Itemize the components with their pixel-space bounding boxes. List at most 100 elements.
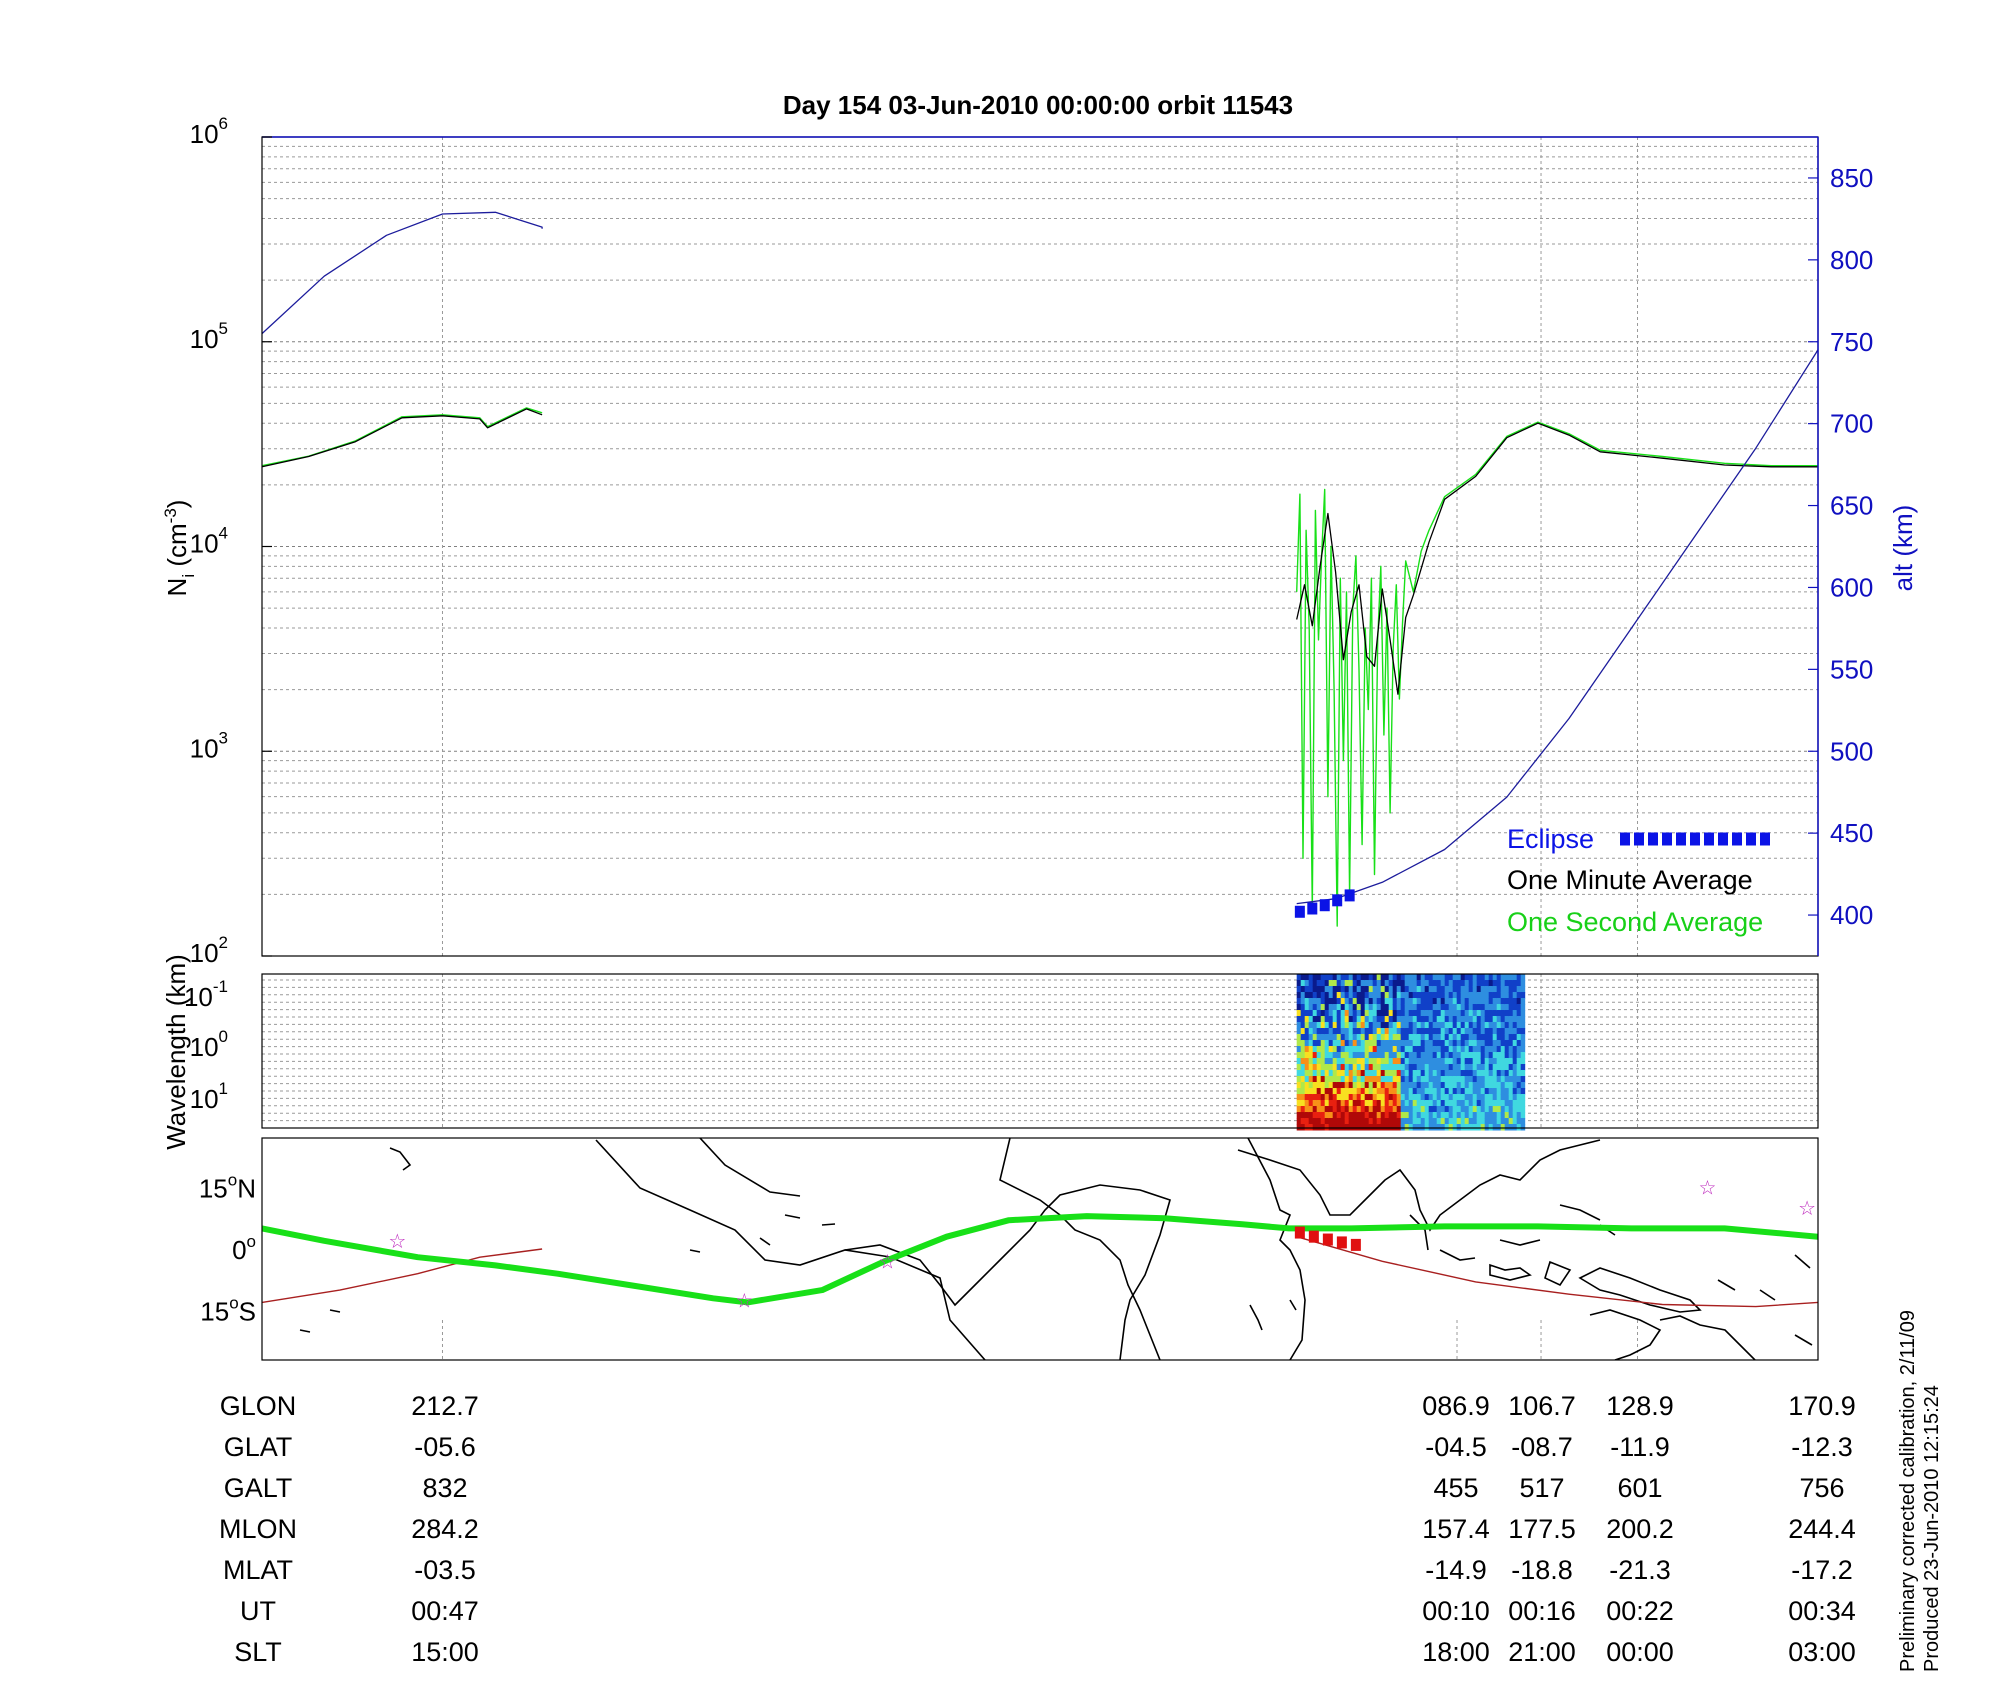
spectrogram-cell <box>1412 974 1418 981</box>
spectrogram-cell <box>1480 992 1486 999</box>
spectrogram-cell <box>1472 1106 1478 1113</box>
spectrogram-cell <box>1356 1004 1362 1011</box>
spectrogram-cell <box>1388 1034 1394 1041</box>
spectrogram-cell <box>1400 1052 1406 1059</box>
spectrogram-cell <box>1380 1058 1386 1065</box>
spectrogram-cell <box>1428 1118 1434 1125</box>
spectrogram-cell <box>1384 1070 1390 1077</box>
spectrogram-cell <box>1376 1094 1382 1101</box>
spectrogram-cell <box>1316 1064 1322 1071</box>
spectrogram-cell <box>1504 1076 1510 1083</box>
spectrogram-cell <box>1324 1016 1330 1023</box>
spectrogram-cell <box>1388 1028 1394 1035</box>
spectrogram-cell <box>1308 1112 1314 1119</box>
spectrogram-cell <box>1464 1070 1470 1077</box>
spectrogram-cell <box>1312 1070 1318 1077</box>
spectrogram-cell <box>1356 1016 1362 1023</box>
spectrogram-cell <box>1344 986 1350 993</box>
spectrogram-cell <box>1484 974 1490 981</box>
spectrogram-cell <box>1368 1052 1374 1059</box>
spectrogram-cell <box>1412 1088 1418 1095</box>
spectrogram-cell <box>1300 1118 1306 1125</box>
spectrogram-cell <box>1324 1070 1330 1077</box>
spectrogram-cell <box>1332 1100 1338 1107</box>
spectrogram-cell <box>1336 1016 1342 1023</box>
spectrogram-cell <box>1340 992 1346 999</box>
spectrogram-cell <box>1428 1004 1434 1011</box>
spectrogram-cell <box>1472 1094 1478 1101</box>
spectrogram-cell <box>1416 1034 1422 1041</box>
spectrogram-cell <box>1368 1118 1374 1125</box>
spectrogram-cell <box>1340 1064 1346 1071</box>
y2-tick-label: 500 <box>1830 736 1873 766</box>
spectrogram-cell <box>1516 1124 1522 1131</box>
spectrogram-cell <box>1428 1022 1434 1029</box>
spectrogram-cell <box>1440 1124 1446 1131</box>
spectrogram-cell <box>1412 1034 1418 1041</box>
spectrogram-cell <box>1456 1118 1462 1125</box>
spectrogram-cell <box>1308 986 1314 993</box>
spectrogram-cell <box>1472 1040 1478 1047</box>
spectrogram-cell <box>1456 1112 1462 1119</box>
spectrogram-cell <box>1396 1040 1402 1047</box>
spectrogram-cell <box>1312 1040 1318 1047</box>
spectrogram-cell <box>1316 1118 1322 1125</box>
spectrogram-cell <box>1384 1094 1390 1101</box>
spectrogram-cell <box>1432 1064 1438 1071</box>
spectrogram-cell <box>1428 1094 1434 1101</box>
spectrogram-cell <box>1396 974 1402 981</box>
spectrogram-cell <box>1328 1058 1334 1065</box>
spectrogram-cell <box>1436 1028 1442 1035</box>
spectrogram-cell <box>1328 1082 1334 1089</box>
spectrogram-cell <box>1340 1046 1346 1053</box>
spectrogram-cell <box>1360 1046 1366 1053</box>
y-tick-label: 106 <box>190 114 228 149</box>
spectrogram-cell <box>1408 1040 1414 1047</box>
spectrogram-cell <box>1416 1070 1422 1077</box>
spectrogram-cell <box>1448 974 1454 981</box>
spectrogram-cell <box>1424 1040 1430 1047</box>
spectrogram-cell <box>1352 1076 1358 1083</box>
spectrogram-cell <box>1504 1046 1510 1053</box>
spectrogram-cell <box>1364 1034 1370 1041</box>
coastline-shape <box>1247 1138 1306 1360</box>
spectrogram-cell <box>1512 1022 1518 1029</box>
map-eclipse-marker <box>1294 1226 1305 1239</box>
spectrogram-cell <box>1380 974 1386 981</box>
spectrogram-cell <box>1460 1124 1466 1131</box>
spectrogram-cell <box>1320 980 1326 987</box>
spectrogram-y-tick-label: 10-1 <box>184 977 228 1012</box>
spectrogram-cell <box>1400 1070 1406 1077</box>
spectrogram-cell <box>1344 1028 1350 1035</box>
spectrogram-cell <box>1316 1094 1322 1101</box>
spectrogram-cell <box>1492 1028 1498 1035</box>
y-tick-label: 102 <box>190 933 228 968</box>
spectrogram-cell <box>1492 1076 1498 1083</box>
spectrogram-cell <box>1420 1040 1426 1047</box>
spectrogram-cell <box>1324 1094 1330 1101</box>
spectrogram-cell <box>1448 1082 1454 1089</box>
legend-second-label: One Second Average <box>1507 907 1763 937</box>
spectrogram-cell <box>1364 1016 1370 1023</box>
spectrogram-cell <box>1452 1034 1458 1041</box>
spectrogram-cell <box>1380 998 1386 1005</box>
spectrogram-cell <box>1424 1052 1430 1059</box>
spectrogram-cell <box>1468 974 1474 981</box>
spectrogram-cell <box>1384 1016 1390 1023</box>
spectrogram-cell <box>1448 1040 1454 1047</box>
table-cell: 455 <box>1433 1473 1478 1503</box>
star-marker: ☆ <box>388 1229 406 1253</box>
spectrogram-cell <box>1384 1028 1390 1035</box>
spectrogram-cell <box>1308 1094 1314 1101</box>
y-tick-label: 104 <box>190 524 228 559</box>
spectrogram-cell <box>1432 1034 1438 1041</box>
spectrogram-cell <box>1300 1094 1306 1101</box>
spectrogram-cell <box>1520 1046 1526 1053</box>
spectrogram-cell <box>1388 1094 1394 1101</box>
spectrogram-cell <box>1312 1100 1318 1107</box>
spectrogram-cell <box>1468 1058 1474 1065</box>
spectrogram-cell <box>1340 1034 1346 1041</box>
spectrogram-cell <box>1332 1118 1338 1125</box>
spectrogram-cell <box>1344 1088 1350 1095</box>
spectrogram-cell <box>1440 998 1446 1005</box>
